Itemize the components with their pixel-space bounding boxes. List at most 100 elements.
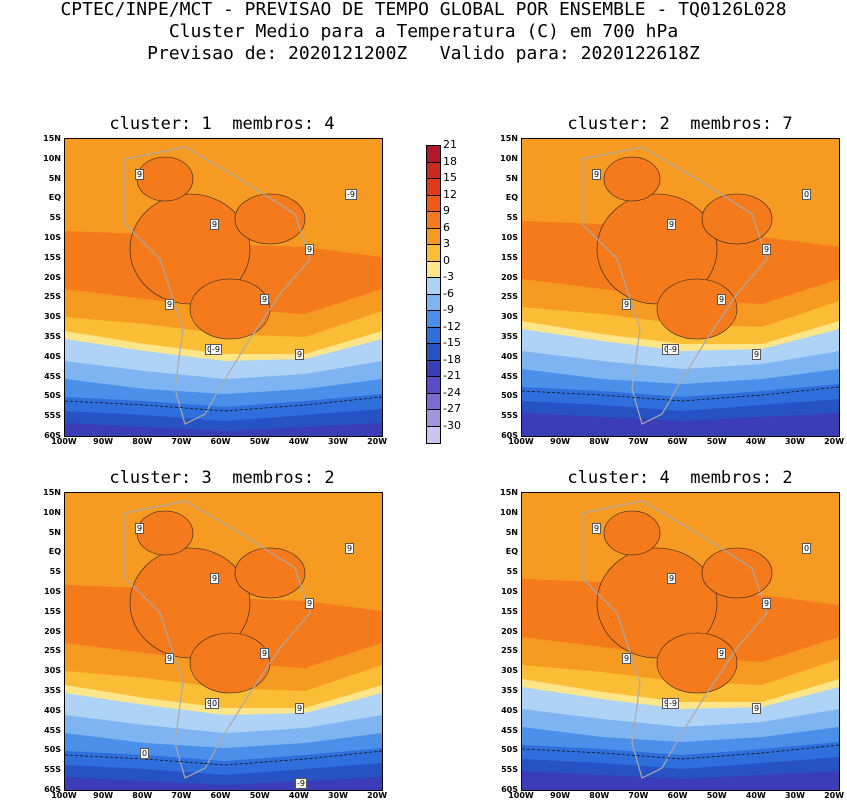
- lat-tick-label: 25S: [44, 646, 61, 656]
- lon-tick-label: 70W: [171, 791, 192, 800]
- contour-label: 9: [305, 598, 315, 609]
- coastline: [581, 500, 768, 779]
- lat-tick-label: 5S: [49, 567, 61, 577]
- contour-label: 9: [305, 244, 315, 255]
- warm-region: [701, 193, 773, 245]
- contour-label: 9: [667, 219, 677, 230]
- contour-label: 9: [752, 703, 762, 714]
- colorbar-label: -9: [443, 303, 454, 316]
- lat-tick-label: 40S: [501, 705, 518, 715]
- lat-tick-label: 60S: [44, 785, 61, 794]
- lat-tick-label: 50S: [501, 745, 518, 755]
- lon-tick-label: 70W: [171, 437, 192, 446]
- lon-tick-label: 100W: [508, 437, 534, 446]
- warm-region: [136, 156, 194, 202]
- map-canvas: [65, 139, 382, 436]
- lat-tick-label: 5N: [505, 173, 518, 183]
- lat-tick-label: 45S: [501, 371, 518, 381]
- lat-tick-label: 55S: [501, 411, 518, 421]
- warm-region: [189, 278, 271, 340]
- contour-label: 9: [592, 169, 602, 180]
- lat-tick-label: 40S: [44, 705, 61, 715]
- contour-label: 0: [140, 748, 150, 759]
- contour-label: 9: [762, 244, 772, 255]
- lat-tick-label: 35S: [501, 332, 518, 341]
- lat-tick-label: 60S: [501, 431, 518, 440]
- panel-2-title: cluster: 2 membros: 7: [567, 114, 793, 134]
- lon-tick-label: 80W: [589, 791, 610, 800]
- lon-tick-label: 50W: [249, 437, 270, 446]
- lat-tick-label: 60S: [44, 431, 61, 440]
- lat-tick-label: 40S: [44, 351, 61, 361]
- contour-label: 9: [210, 573, 220, 584]
- lon-tick-label: 80W: [132, 791, 153, 800]
- colorbar-label: 6: [443, 220, 450, 234]
- lat-tick-label: 30S: [501, 312, 518, 322]
- contour-label: 9: [295, 703, 305, 714]
- lon-tick-label: 30W: [784, 437, 805, 446]
- lon-tick-label: 40W: [745, 791, 766, 800]
- lat-tick-label: 15S: [501, 252, 518, 262]
- lat-tick-label: 25S: [44, 292, 61, 302]
- map-canvas: [522, 139, 839, 436]
- contour-label: 9: [622, 653, 632, 664]
- contour-label: 9: [592, 523, 602, 534]
- contour-label: 9: [210, 219, 220, 230]
- map-canvas: [65, 493, 382, 790]
- contour-label: 9: [717, 648, 727, 659]
- lon-tick-label: 40W: [288, 437, 309, 446]
- lat-tick-label: 25S: [501, 292, 518, 302]
- contour-label: 9: [260, 294, 270, 305]
- lat-tick-label: EQ: [48, 547, 61, 557]
- contour-label: 9: [345, 543, 355, 554]
- lon-tick-label: 60W: [667, 791, 688, 800]
- lon-tick-label: 30W: [327, 437, 348, 446]
- lat-tick-label: 35S: [501, 686, 518, 695]
- lon-tick-label: 60W: [667, 437, 688, 446]
- contour-label: 9: [295, 349, 305, 360]
- lat-tick-label: 15N: [500, 134, 518, 143]
- lat-tick-label: EQ: [48, 193, 61, 203]
- lon-tick-label: 70W: [628, 791, 649, 800]
- lat-tick-label: 10N: [43, 153, 61, 163]
- lon-tick-label: 100W: [508, 791, 534, 800]
- lon-tick-label: 80W: [132, 437, 153, 446]
- contour-minus9: [65, 396, 382, 412]
- map-canvas: [522, 493, 839, 790]
- lat-tick-label: 10S: [44, 233, 61, 242]
- contour-minus9: [65, 750, 382, 766]
- lon-tick-label: 40W: [288, 791, 309, 800]
- contour-minus9: [522, 386, 839, 402]
- lat-tick-label: 35S: [44, 686, 61, 695]
- temperature-band: [522, 771, 839, 790]
- colorbar-label: -18: [443, 352, 461, 366]
- warm-region: [189, 632, 271, 694]
- coastline: [124, 500, 311, 779]
- contour-minus9: [522, 744, 839, 760]
- warm-region: [656, 632, 738, 694]
- lon-tick-label: 100W: [51, 791, 77, 800]
- temperature-band: [522, 413, 839, 436]
- colorbar-label: -27: [443, 402, 461, 415]
- lon-tick-label: 20W: [824, 437, 845, 446]
- lat-tick-label: 5S: [506, 567, 518, 577]
- colorbar-label: -12: [443, 319, 461, 333]
- contour-label: -9: [345, 189, 357, 200]
- warm-region: [129, 547, 251, 659]
- lon-tick-label: 90W: [550, 437, 571, 446]
- contour-label: 0: [802, 189, 812, 200]
- lat-tick-label: 55S: [44, 411, 61, 421]
- warm-region: [596, 193, 718, 305]
- colorbar-label: 3: [443, 237, 450, 250]
- lat-tick-label: 20S: [501, 272, 518, 282]
- coastline: [581, 146, 768, 425]
- lon-tick-label: 40W: [745, 437, 766, 446]
- lat-tick-label: 20S: [44, 272, 61, 282]
- lon-tick-label: 50W: [706, 791, 727, 800]
- panel-3-title: cluster: 3 membros: 2: [109, 468, 335, 488]
- lat-tick-label: 10N: [500, 153, 518, 163]
- contour-label: -9: [667, 698, 679, 709]
- warm-region: [656, 278, 738, 340]
- lat-tick-label: 30S: [44, 312, 61, 322]
